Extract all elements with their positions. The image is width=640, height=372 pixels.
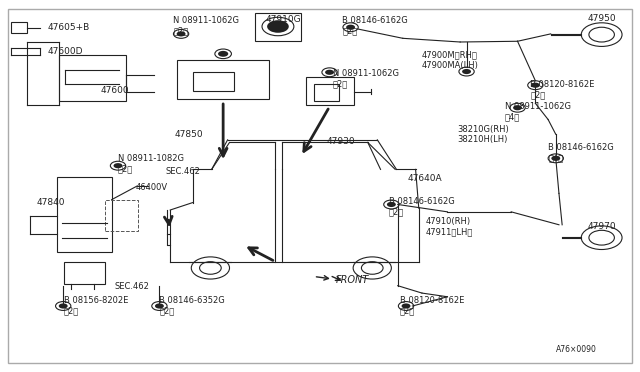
- Text: 47850: 47850: [175, 130, 204, 139]
- Circle shape: [387, 202, 396, 207]
- Text: 47900M（RH）
47900MA(LH): 47900M（RH） 47900MA(LH): [422, 51, 479, 70]
- Text: 47970: 47970: [588, 222, 616, 231]
- Text: 47605+B: 47605+B: [47, 23, 90, 32]
- Text: N 08911-1062G
（4）: N 08911-1062G （4）: [505, 102, 571, 122]
- Text: B 08146-6162G
（4）: B 08146-6162G （4）: [548, 143, 614, 163]
- Text: 47600: 47600: [100, 86, 129, 94]
- Text: 47600D: 47600D: [47, 47, 83, 56]
- Circle shape: [401, 304, 410, 309]
- Circle shape: [513, 105, 522, 110]
- Text: B 08146-6352G
（2）: B 08146-6352G （2）: [159, 296, 225, 316]
- Text: 38210G(RH)
38210H(LH): 38210G(RH) 38210H(LH): [457, 125, 509, 144]
- Circle shape: [462, 69, 471, 74]
- Bar: [193, 72, 234, 91]
- Text: N 08911-1082G
（2）: N 08911-1082G （2）: [118, 154, 184, 174]
- Bar: [64, 262, 105, 284]
- Circle shape: [113, 163, 122, 168]
- Text: A76×0090: A76×0090: [556, 345, 596, 354]
- Text: SEC.462: SEC.462: [166, 167, 201, 176]
- Text: 47930: 47930: [326, 137, 355, 146]
- Text: B 08146-6162G
（2）: B 08146-6162G （2）: [342, 16, 408, 35]
- Bar: [59, 55, 125, 101]
- Circle shape: [177, 31, 186, 36]
- Text: B 08146-6162G
（2）: B 08146-6162G （2）: [389, 197, 454, 216]
- Text: 46400V: 46400V: [135, 183, 167, 192]
- Bar: [104, 200, 138, 231]
- Bar: [314, 84, 339, 101]
- Text: 47950: 47950: [588, 13, 616, 22]
- Circle shape: [325, 70, 334, 75]
- Bar: [177, 61, 269, 99]
- Text: FRONT: FRONT: [336, 275, 369, 285]
- Text: 47840: 47840: [36, 198, 65, 207]
- Circle shape: [346, 25, 355, 30]
- Text: 47640A: 47640A: [408, 174, 443, 183]
- Text: N 08911-1062G
（2）: N 08911-1062G （2）: [333, 69, 399, 89]
- Bar: [11, 22, 27, 33]
- Bar: [58, 177, 111, 253]
- Bar: [306, 77, 354, 105]
- Circle shape: [218, 51, 228, 57]
- Circle shape: [531, 83, 540, 88]
- Circle shape: [59, 304, 68, 309]
- Text: B 08120-8162E
（2）: B 08120-8162E （2）: [531, 80, 595, 100]
- Circle shape: [267, 20, 289, 33]
- Text: N 08911-1062G
（2）: N 08911-1062G （2）: [173, 16, 239, 35]
- Text: 47910G: 47910G: [266, 15, 301, 24]
- Circle shape: [155, 304, 164, 309]
- Text: SEC.462: SEC.462: [115, 282, 150, 291]
- Text: 47910(RH)
47911（LH）: 47910(RH) 47911（LH）: [425, 217, 472, 236]
- Circle shape: [551, 156, 560, 161]
- Text: B 08156-8202E
（2）: B 08156-8202E （2）: [64, 296, 128, 316]
- Bar: [255, 13, 301, 41]
- Text: B 08120-8162E
（2）: B 08120-8162E （2）: [399, 296, 464, 316]
